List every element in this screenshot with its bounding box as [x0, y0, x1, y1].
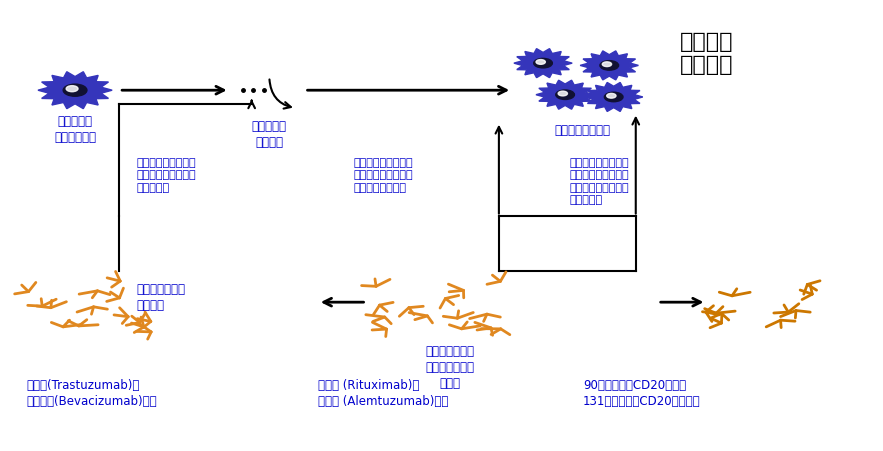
Text: 生长因子等
增殖信号: 生长因子等 增殖信号: [252, 120, 287, 148]
Text: 人体各器官
组织肿瘤细胞: 人体各器官 组织肿瘤细胞: [54, 115, 96, 144]
Circle shape: [558, 91, 568, 96]
Text: 赫赛汀(Trastuzumab)、
阿瓦斯汀(Bevacizumab)等。: 赫赛汀(Trastuzumab)、 阿瓦斯汀(Bevacizumab)等。: [26, 379, 157, 408]
Text: 直接结合到肿瘤细胞
上，引导自身免疫系
统杀伤肿瘤细胞。: 直接结合到肿瘤细胞 上，引导自身免疫系 统杀伤肿瘤细胞。: [353, 158, 413, 193]
Text: 增殖后的肿瘤细胞: 增殖后的肿瘤细胞: [555, 124, 611, 137]
Polygon shape: [536, 80, 594, 109]
Text: 肿瘤细胞
增殖过程: 肿瘤细胞 增殖过程: [680, 32, 733, 75]
Text: 90钇标记的抗CD20单抗、
131碘标记的抗CD20单抗等。: 90钇标记的抗CD20单抗、 131碘标记的抗CD20单抗等。: [583, 379, 700, 408]
Circle shape: [604, 92, 623, 102]
Circle shape: [607, 93, 616, 98]
Circle shape: [64, 84, 87, 96]
Text: 抑制肿瘤细胞增
殖类单抗: 抑制肿瘤细胞增 殖类单抗: [137, 283, 185, 312]
Polygon shape: [38, 72, 112, 109]
Text: 直接特异性结合
并杀伤肿瘤细胞
类单抗: 直接特异性结合 并杀伤肿瘤细胞 类单抗: [426, 345, 475, 390]
Circle shape: [600, 60, 619, 70]
Text: 美罗华 (Rituximab)、
坎帕斯 (Alemtuzumab)等。: 美罗华 (Rituximab)、 坎帕斯 (Alemtuzumab)等。: [318, 379, 449, 408]
Circle shape: [533, 58, 553, 68]
Polygon shape: [514, 49, 572, 78]
Polygon shape: [580, 51, 638, 80]
Text: 通过直接结合到肿瘤
细胞上将偶联的药物
带至肿瘤部位，杀伤
肿瘤细胞。: 通过直接结合到肿瘤 细胞上将偶联的药物 带至肿瘤部位，杀伤 肿瘤细胞。: [570, 158, 630, 205]
Circle shape: [536, 60, 546, 64]
Circle shape: [66, 86, 78, 92]
Circle shape: [555, 90, 575, 100]
Circle shape: [602, 62, 612, 67]
Text: 结合肿瘤增殖过程中
的生长因子等，阻断
增殖过程。: 结合肿瘤增殖过程中 的生长因子等，阻断 增殖过程。: [137, 158, 197, 193]
Polygon shape: [585, 83, 643, 111]
